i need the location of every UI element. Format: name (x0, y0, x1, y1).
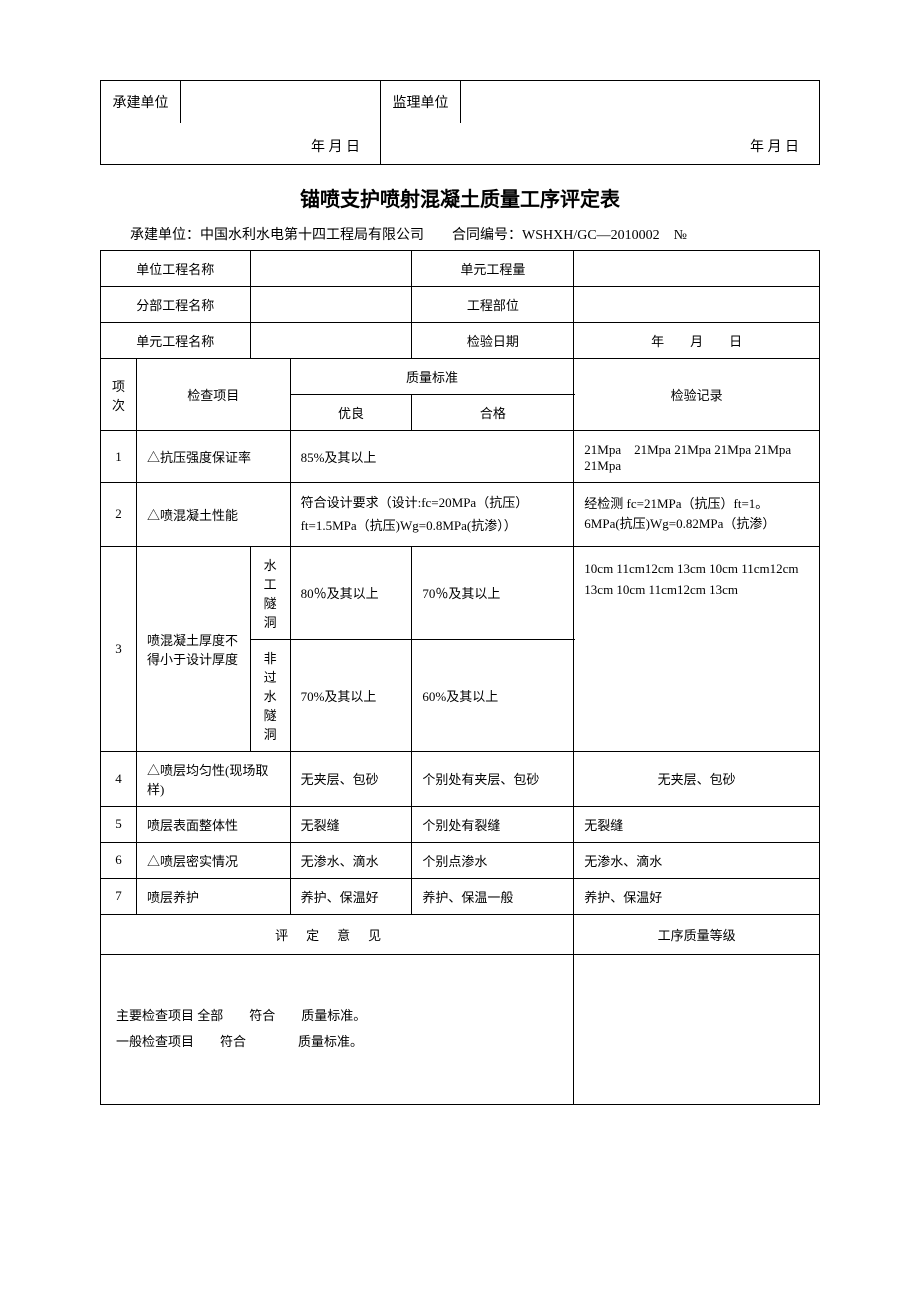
summary-line-2: 一般检查项目 符合 质量标准。 (116, 1029, 558, 1055)
row-record: 10cm 11cm12cm 13cm 10cm 11cm12cm 13cm 10… (574, 546, 820, 751)
signature-table: 承建单位 监理单位 年 月 日 年 月 日 (100, 80, 820, 165)
inspect-date-value: 年 月 日 (574, 323, 820, 359)
unit-project-label: 单位工程名称 (101, 251, 251, 287)
sub-excellent: 80％及其以上 (290, 546, 412, 639)
row-record: 21Mpa 21Mpa 21Mpa 21Mpa 21Mpa 21Mpa (574, 431, 820, 483)
sub-project-label: 分部工程名称 (101, 287, 251, 323)
row-num: 5 (101, 806, 137, 842)
row-num: 2 (101, 483, 137, 547)
hdr-seq: 项次 (101, 359, 137, 431)
row-qualified: 个别处有夹层、包砂 (412, 751, 574, 806)
hdr-qualified: 合格 (412, 395, 574, 431)
row-num: 4 (101, 751, 137, 806)
row-excellent: 85%及其以上 (290, 431, 574, 483)
sub-label: 非过水隧洞 (250, 639, 290, 751)
row-excellent: 符合设计要求（设计:fc=20MPa（抗压）ft=1.5MPa（抗压)Wg=0.… (290, 483, 574, 547)
sub-excellent: 70%及其以上 (290, 639, 412, 751)
unit-qty-label: 单元工程量 (412, 251, 574, 287)
row-record: 养护、保温好 (574, 878, 820, 914)
hdr-excellent: 优良 (290, 395, 412, 431)
row-record: 无渗水、滴水 (574, 842, 820, 878)
row-qualified: 个别处有裂缝 (412, 806, 574, 842)
contractor-date: 年 月 日 (101, 123, 381, 165)
summary-line-1: 主要检查项目 全部 符合 质量标准。 (116, 1003, 558, 1029)
grade-value (574, 954, 820, 1104)
unit-item-label: 单元工程名称 (101, 323, 251, 359)
sub-project-value (250, 287, 412, 323)
row-record: 无裂缝 (574, 806, 820, 842)
row-excellent: 无夹层、包砂 (290, 751, 412, 806)
row-excellent: 养护、保温好 (290, 878, 412, 914)
contractor-value (181, 81, 381, 123)
row-item: △抗压强度保证率 (137, 431, 291, 483)
hdr-item: 检查项目 (137, 359, 291, 431)
row-qualified: 养护、保温一般 (412, 878, 574, 914)
row-item: 喷混凝土厚度不得小于设计厚度 (137, 546, 251, 751)
row-record: 经检测 fc=21MPa（抗压）ft=1。6MPa(抗压)Wg=0.82MPa（… (574, 483, 820, 547)
hdr-record: 检验记录 (574, 359, 820, 431)
supervisor-label: 监理单位 (381, 81, 461, 123)
sub-qualified: 70％及其以上 (412, 546, 574, 639)
row-item: 喷层表面整体性 (137, 806, 291, 842)
hdr-standard: 质量标准 (290, 359, 574, 395)
subtitle: 承建单位：中国水利水电第十四工程局有限公司 合同编号：WSHXH/GC—2010… (100, 224, 820, 244)
opinion-label: 评定意见 (101, 914, 574, 954)
unit-item-value (250, 323, 412, 359)
row-qualified: 个别点渗水 (412, 842, 574, 878)
row-num: 7 (101, 878, 137, 914)
unit-qty-value (574, 251, 820, 287)
sub-qualified: 60%及其以上 (412, 639, 574, 751)
unit-project-value (250, 251, 412, 287)
inspect-date-label: 检验日期 (412, 323, 574, 359)
sub-label: 水工隧洞 (250, 546, 290, 639)
summary-cell: 主要检查项目 全部 符合 质量标准。 一般检查项目 符合 质量标准。 (101, 954, 574, 1104)
row-excellent: 无裂缝 (290, 806, 412, 842)
evaluation-table: 单位工程名称 单元工程量 分部工程名称 工程部位 单元工程名称 检验日期 年 月… (100, 250, 820, 1105)
row-excellent: 无渗水、滴水 (290, 842, 412, 878)
supervisor-value (461, 81, 820, 123)
row-item: △喷层密实情况 (137, 842, 291, 878)
row-item: △喷层均匀性(现场取样) (137, 751, 291, 806)
project-part-label: 工程部位 (412, 287, 574, 323)
row-num: 6 (101, 842, 137, 878)
row-num: 1 (101, 431, 137, 483)
row-item: △喷混凝土性能 (137, 483, 291, 547)
page-title: 锚喷支护喷射混凝土质量工序评定表 (100, 183, 820, 212)
contractor-label: 承建单位 (101, 81, 181, 123)
grade-label: 工序质量等级 (574, 914, 820, 954)
row-record: 无夹层、包砂 (574, 751, 820, 806)
supervisor-date: 年 月 日 (381, 123, 820, 165)
row-num: 3 (101, 546, 137, 751)
project-part-value (574, 287, 820, 323)
row-item: 喷层养护 (137, 878, 291, 914)
